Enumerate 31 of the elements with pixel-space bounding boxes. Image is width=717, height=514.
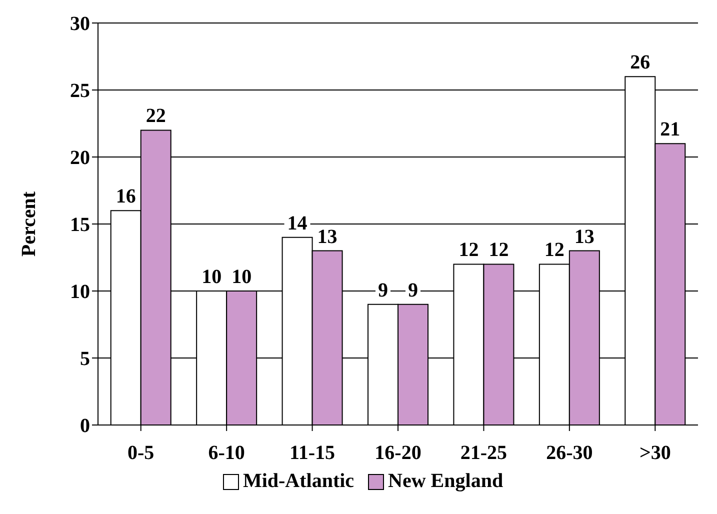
- data-label: 14: [287, 212, 308, 234]
- data-label: 12: [488, 239, 509, 262]
- y-tick-label: 10: [70, 281, 90, 304]
- x-tick-label: 21-25: [460, 442, 508, 464]
- x-tick-label: 16-20: [374, 442, 422, 464]
- data-label: 9: [408, 279, 418, 302]
- y-tick-label: 20: [70, 147, 90, 170]
- x-tick-label: 6-10: [208, 442, 245, 464]
- data-label: 12: [458, 239, 479, 262]
- x-tick-label: 0-5: [128, 442, 154, 464]
- x-tick-label: 11-15: [290, 442, 336, 464]
- data-label: 12: [544, 239, 564, 262]
- y-tick-label: 30: [70, 13, 90, 36]
- y-tick-label: 5: [80, 348, 90, 370]
- data-label: 16: [116, 186, 136, 208]
- data-label: 26: [630, 52, 650, 74]
- x-tick-label: 26-30: [546, 442, 593, 464]
- x-tick-label: >30: [639, 442, 671, 464]
- data-label: 13: [574, 226, 594, 248]
- legend-label: Mid-Atlantic: [242, 470, 354, 493]
- data-label: 10: [202, 266, 222, 288]
- data-label: 10: [232, 266, 252, 288]
- data-label: 9: [378, 279, 388, 302]
- y-axis-title: Percent: [18, 191, 40, 257]
- y-tick-label: 15: [70, 214, 90, 236]
- legend-label: New England: [388, 470, 504, 493]
- data-label: 22: [146, 105, 166, 128]
- y-tick-label: 25: [70, 80, 90, 102]
- data-label: 13: [317, 226, 338, 248]
- data-label: 21: [660, 118, 680, 141]
- y-tick-label: 0: [80, 415, 90, 438]
